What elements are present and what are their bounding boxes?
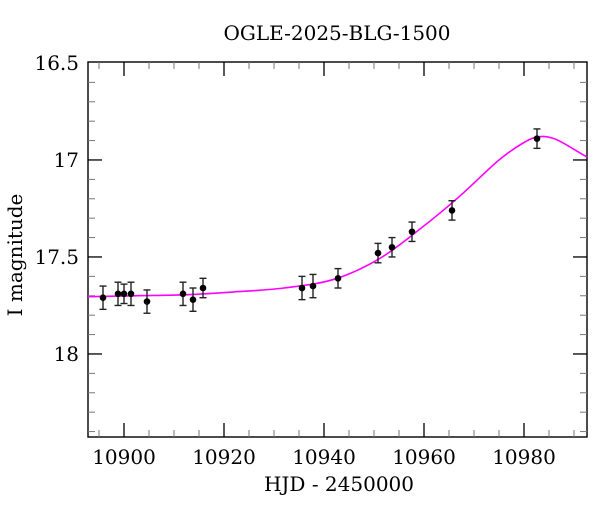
data-point <box>99 285 107 311</box>
data-point <box>298 275 306 301</box>
data-point-marker <box>179 290 187 298</box>
x-tick-label: 10980 <box>492 445 556 469</box>
y-axis-label: I magnitude <box>3 194 27 317</box>
data-point <box>388 236 396 258</box>
data-point <box>179 281 187 307</box>
chart-title: OGLE-2025-BLG-1500 <box>223 21 450 45</box>
data-point <box>374 242 382 264</box>
data-point <box>309 273 317 299</box>
data-point <box>533 128 541 150</box>
data-point-marker <box>388 243 396 251</box>
data-point <box>127 281 135 307</box>
y-tick-label: 18 <box>54 342 79 366</box>
y-tick-label: 16.5 <box>34 51 79 75</box>
x-tick-label: 10960 <box>392 445 456 469</box>
data-point-marker <box>114 290 122 298</box>
data-point-marker <box>120 290 128 298</box>
frame-rect <box>87 61 588 438</box>
data-point-marker <box>143 298 151 305</box>
data-point-marker <box>374 249 382 257</box>
x-tick-label: 10940 <box>292 445 356 469</box>
data-point-marker <box>127 290 135 298</box>
axis-ticks <box>88 62 587 437</box>
data-point <box>408 221 416 243</box>
data-point-marker <box>309 282 317 290</box>
data-points-layer <box>99 128 541 314</box>
model-curve-layer <box>87 135 588 298</box>
data-point-marker <box>448 207 456 214</box>
data-point <box>189 287 197 312</box>
data-point <box>199 277 207 299</box>
x-tick-label: 10920 <box>192 445 256 469</box>
data-point-marker <box>533 135 541 142</box>
data-point-marker <box>298 284 306 292</box>
plot-frame <box>87 61 588 438</box>
model-curve-path <box>87 135 588 298</box>
x-tick-label: 10900 <box>92 445 156 469</box>
data-point <box>114 281 122 307</box>
x-axis-label: HJD - 2450000 <box>264 472 414 496</box>
y-tick-label: 17.5 <box>34 245 79 269</box>
data-point <box>120 283 128 305</box>
data-point <box>334 267 342 289</box>
y-tick-label: 17 <box>54 148 79 172</box>
data-point-marker <box>199 284 207 292</box>
data-point-marker <box>334 275 342 282</box>
data-point-marker <box>408 228 416 236</box>
data-point-marker <box>99 294 107 302</box>
data-point <box>143 289 151 314</box>
data-point <box>448 200 456 221</box>
data-point-marker <box>189 296 197 303</box>
axis-tick-labels: 10900 10920 10940 10960 10980 16.5 17 17.5 18 <box>34 51 555 469</box>
